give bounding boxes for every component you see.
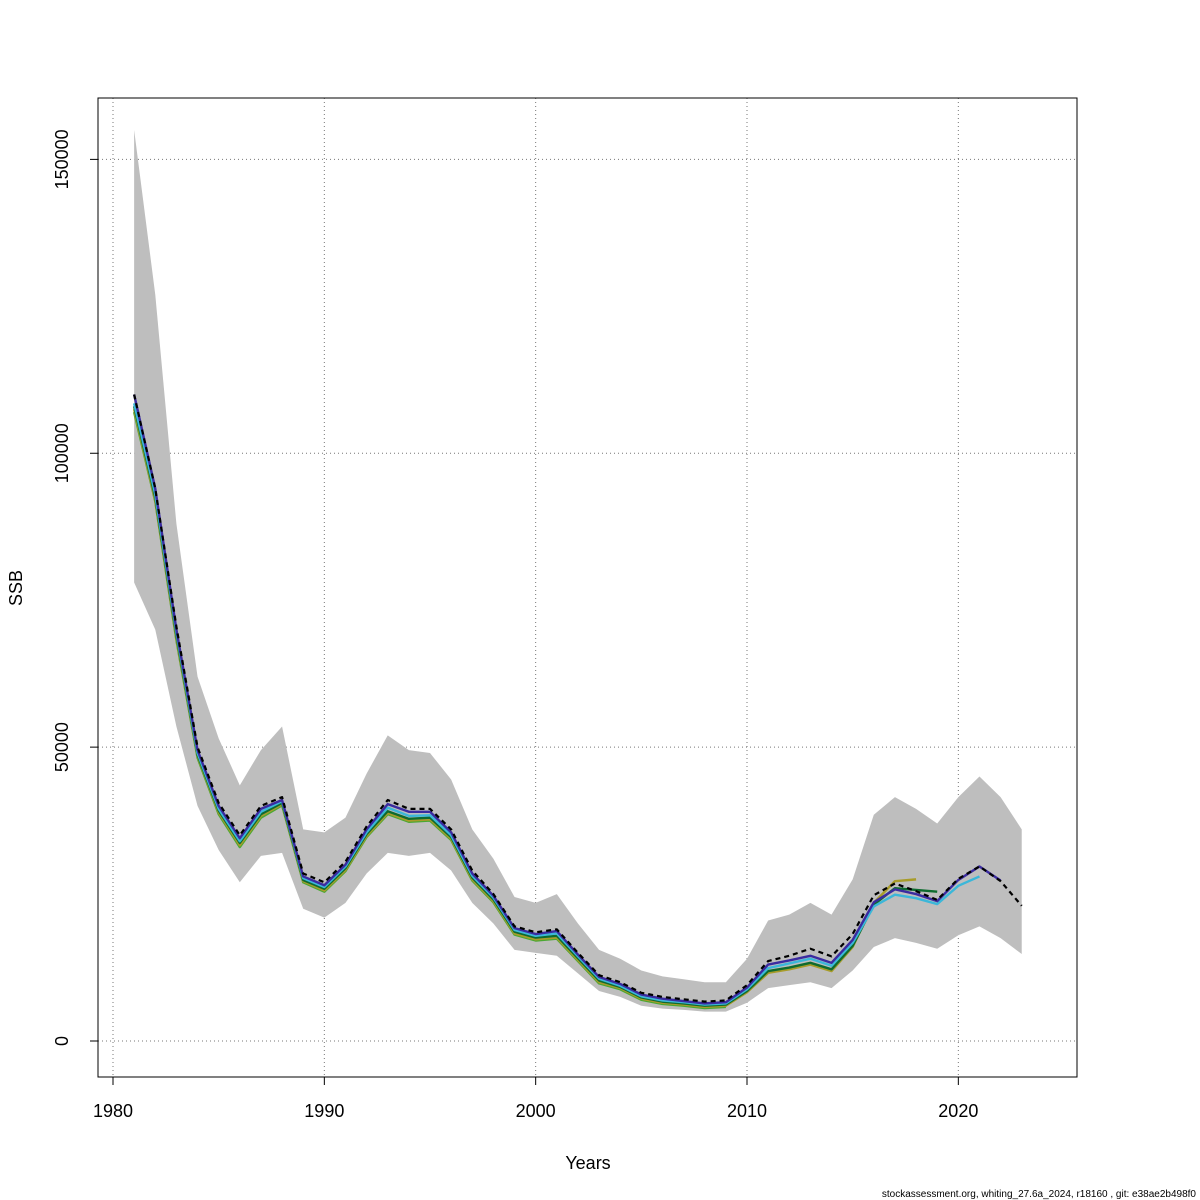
y-tick-label: 0	[52, 1036, 72, 1046]
x-axis-label: Years	[565, 1153, 610, 1173]
x-tick-label: 2020	[938, 1101, 978, 1121]
x-axis: 1980 1990 2000 2010 2020	[93, 1077, 978, 1121]
y-tick-label: 150000	[52, 129, 72, 189]
y-axis: 0 50000 100000 150000	[52, 129, 98, 1046]
x-tick-label: 1990	[304, 1101, 344, 1121]
y-axis-label: SSB	[6, 570, 26, 606]
plot-frame	[97, 97, 1078, 1078]
series-line-4	[132, 405, 938, 1007]
series-line-1	[133, 394, 1023, 1003]
footer-credit: stockassessment.org, whiting_27.6a_2024,…	[882, 1189, 1197, 1200]
x-tick-label: 2010	[727, 1101, 767, 1121]
y-tick-label: 100000	[52, 423, 72, 483]
confidence-band-layer	[134, 130, 1022, 1012]
x-tick-label: 2000	[516, 1101, 556, 1121]
series-line-5	[132, 408, 917, 1009]
y-tick-label: 50000	[52, 722, 72, 772]
series-lines-layer	[132, 394, 1023, 1010]
series-line-3	[132, 403, 980, 1006]
series-line-2	[132, 394, 1002, 1005]
x-tick-label: 1980	[93, 1101, 133, 1121]
confidence-band	[134, 130, 1022, 1012]
